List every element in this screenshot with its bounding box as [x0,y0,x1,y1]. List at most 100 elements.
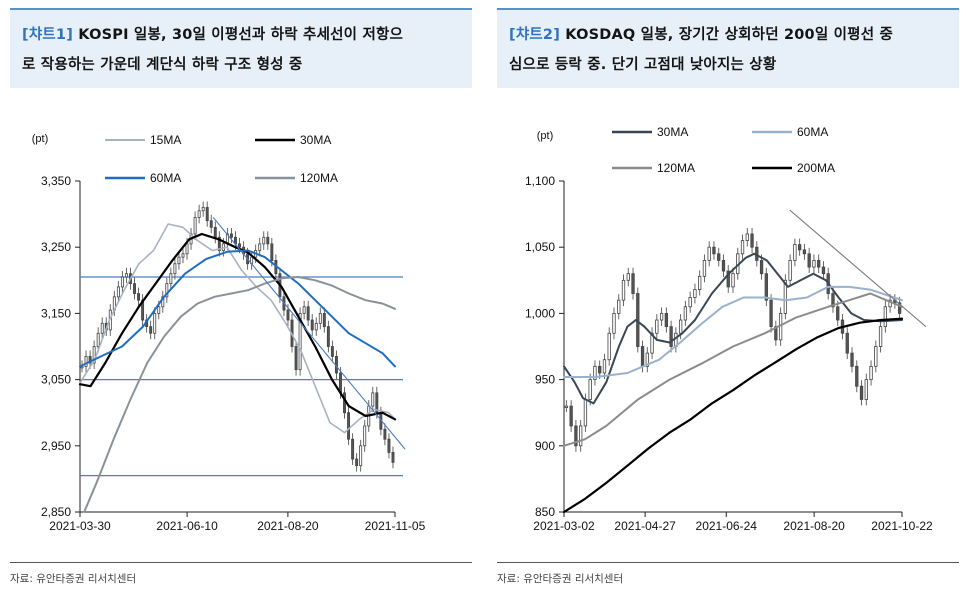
candle-body [294,346,298,371]
candle-body [262,236,266,245]
candle-body [213,226,217,238]
candle-body [698,275,702,290]
kosdaq-chart-panel: [챠트2] KOSDAQ 일봉, 장기간 상회하던 200일 이평선 중 심으로… [497,0,959,594]
candle-body [726,270,730,288]
candle-body [712,246,716,255]
chart-tag: [챠트1] [22,27,74,43]
candle-body [836,306,840,321]
candle-body [855,365,859,387]
y-tick-label: 1,000 [525,306,555,320]
candle-body [655,319,659,334]
chart-title-text: KOSDAQ 일봉, 장기간 상회하던 200일 이평선 중 [565,27,894,43]
candle-body [116,286,120,298]
candle-body [574,425,578,447]
y-tick-label: 2,850 [41,505,71,519]
candle-body [391,452,395,463]
y-tick-label: 950 [535,373,555,387]
candle-body [859,385,864,400]
candle-body [193,217,197,235]
candle-body [149,326,153,334]
candle-body [797,244,802,251]
candle-body [564,405,569,408]
legend-label: 60MA [150,171,181,185]
candle-body [802,249,807,255]
candle-body [359,445,363,467]
candle-body [850,352,854,367]
candle-body [330,346,334,357]
legend-label: 120MA [300,171,338,185]
y-tick-label: 1,050 [525,240,555,254]
candle-body [201,207,205,212]
candle-body [888,299,892,308]
candle-body [266,236,270,245]
chart-title-line1: [챠트2] KOSDAQ 일봉, 장기간 상회하던 200일 이평선 중 [509,20,949,50]
candle-body [351,438,355,460]
candle-body [310,319,314,331]
candle-body [229,233,233,238]
series-line-60ma [79,249,396,368]
candle-body [707,246,711,261]
series-line-120ma [83,276,396,513]
series-line-15ma [79,223,396,434]
candle-body [363,425,367,447]
candle-body [617,299,621,314]
chart-source: 자료: 유안타증권 리서치센터 [497,562,959,586]
candle-body [583,399,588,427]
candle-body [683,306,688,321]
y-unit-label: (pt) [537,130,554,142]
candle-body [845,332,849,354]
x-tick-label: 2021-11-05 [365,519,426,533]
candle-body [258,243,262,251]
candle-body [100,322,104,334]
candle-body [137,293,141,301]
candle-body [817,260,821,268]
candle-body [96,332,100,347]
candle-body [626,273,630,281]
legend-label: 120MA [657,161,695,175]
series-line-30ma [563,252,903,405]
candle-body [664,312,669,328]
candle-body [270,243,274,261]
candle-body [659,312,664,321]
candle-body [669,326,673,347]
candle-body [173,263,177,275]
chart-title-box: [챠트1] KOSPI 일봉, 30일 이평선과 하락 추세선이 저항으 로 작… [10,8,472,88]
candle-body [124,273,128,278]
candle-body [383,428,387,440]
x-tick-label: 2021-06-10 [156,519,218,533]
candle-body [878,326,883,347]
candle-body [238,243,241,248]
candle-body [821,266,826,275]
candle-body [640,346,645,367]
legend-label: 200MA [797,161,835,175]
candle-body [302,306,306,314]
series-line-200ma [562,317,904,514]
candle-body [347,412,351,440]
candle-body [217,236,221,251]
candle-body [631,273,635,294]
chart-source: 자료: 유안타증권 리서치센터 [10,562,472,586]
x-tick-label: 2021-03-30 [49,519,111,533]
candle-body [579,425,583,447]
candle-body [721,260,726,272]
candle-body [688,297,692,308]
candle-body [92,346,96,364]
series-line-60ma [563,285,903,378]
candle-body [897,302,902,314]
series-line-120ma [563,292,903,447]
candle-body [318,312,322,324]
candle-body [314,322,318,331]
candle-body [874,346,878,367]
x-tick-label: 2021-10-22 [871,519,933,533]
candle-body [593,365,597,380]
candle-body [740,240,745,255]
chart-tag: [챠트2] [509,27,561,43]
candle-body [588,379,592,400]
candle-body [702,260,707,277]
candle-body [371,392,375,407]
candle-body [769,299,773,328]
legend-label: 15MA [150,133,181,147]
candle-body [650,332,654,354]
candle-body [598,365,602,374]
